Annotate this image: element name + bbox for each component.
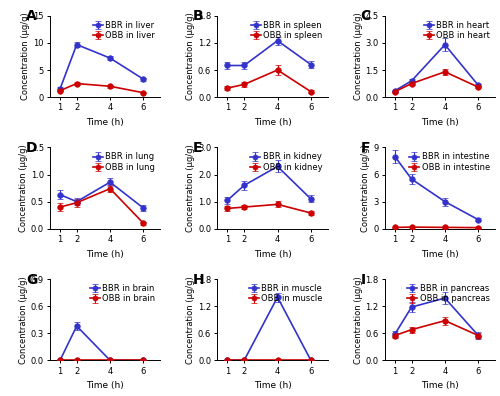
Y-axis label: Concentration (μg/g): Concentration (μg/g) (186, 276, 195, 364)
X-axis label: Time (h): Time (h) (254, 381, 292, 390)
Text: H: H (193, 272, 205, 287)
Y-axis label: Concentration (μg/g): Concentration (μg/g) (354, 13, 362, 100)
Text: B: B (193, 10, 204, 23)
Text: I: I (360, 272, 366, 287)
Y-axis label: Concentration (μg/g): Concentration (μg/g) (354, 276, 362, 364)
Y-axis label: Concentration (μg/g): Concentration (μg/g) (186, 13, 195, 100)
Legend: BBR in spleen, OBB in spleen: BBR in spleen, OBB in spleen (250, 20, 324, 41)
Legend: BBR in muscle, OBB in muscle: BBR in muscle, OBB in muscle (248, 283, 324, 304)
Y-axis label: Concentration (μg/g): Concentration (μg/g) (186, 144, 195, 232)
X-axis label: Time (h): Time (h) (421, 118, 459, 127)
Legend: BBR in lung, OBB in lung: BBR in lung, OBB in lung (92, 152, 156, 173)
X-axis label: Time (h): Time (h) (86, 249, 124, 259)
Legend: BBR in intestine, OBB in intestine: BBR in intestine, OBB in intestine (408, 152, 491, 173)
Text: F: F (360, 141, 370, 155)
Y-axis label: Concentration (μg/g): Concentration (μg/g) (362, 144, 370, 232)
Text: C: C (360, 10, 371, 23)
Legend: BBR in brain, OBB in brain: BBR in brain, OBB in brain (88, 283, 156, 304)
Text: A: A (26, 10, 36, 23)
Text: G: G (26, 272, 37, 287)
Y-axis label: Concentration (μg/g): Concentration (μg/g) (22, 13, 30, 100)
Y-axis label: Concentration (μg/g): Concentration (μg/g) (18, 276, 28, 364)
Legend: BBR in heart, OBB in heart: BBR in heart, OBB in heart (423, 20, 491, 41)
Legend: BBR in pancreas, OBB in pancreas: BBR in pancreas, OBB in pancreas (406, 283, 491, 304)
X-axis label: Time (h): Time (h) (254, 118, 292, 127)
X-axis label: Time (h): Time (h) (421, 249, 459, 259)
X-axis label: Time (h): Time (h) (421, 381, 459, 390)
Legend: BBR in kidney, OBB in kidney: BBR in kidney, OBB in kidney (250, 152, 324, 173)
X-axis label: Time (h): Time (h) (254, 249, 292, 259)
Text: E: E (193, 141, 202, 155)
X-axis label: Time (h): Time (h) (86, 381, 124, 390)
X-axis label: Time (h): Time (h) (86, 118, 124, 127)
Legend: BBR in liver, OBB in liver: BBR in liver, OBB in liver (92, 20, 156, 41)
Text: D: D (26, 141, 38, 155)
Y-axis label: Concentration (μg/g): Concentration (μg/g) (19, 144, 28, 232)
